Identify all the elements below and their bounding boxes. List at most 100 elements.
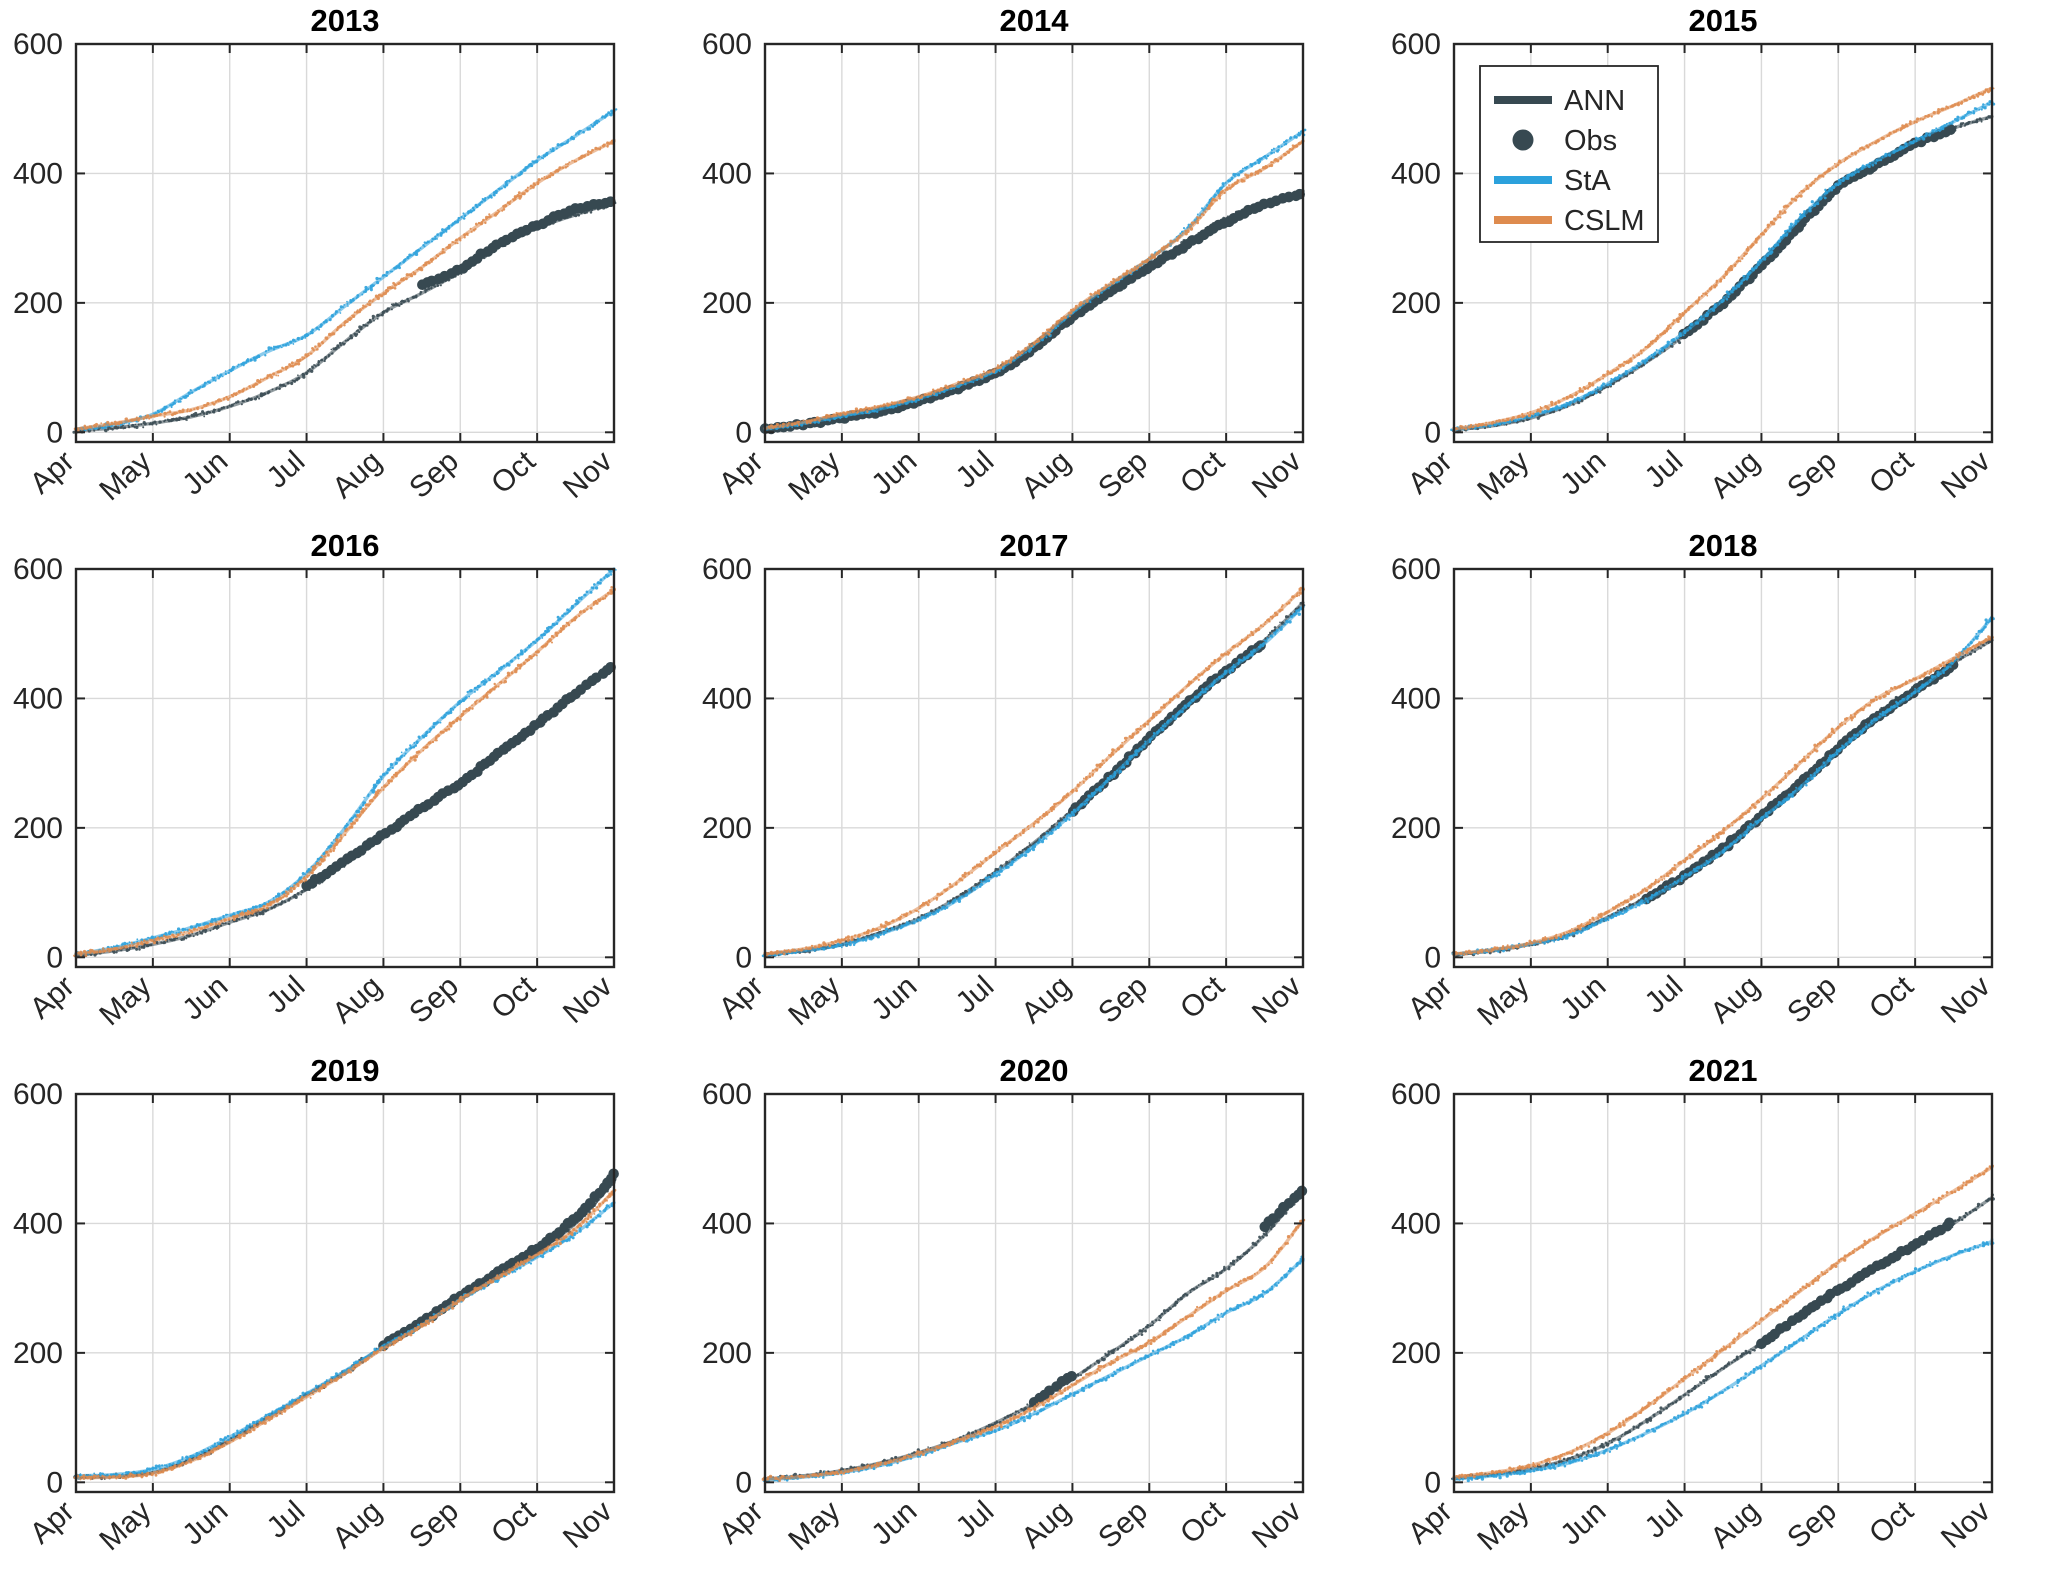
y-tick-label: 0 [46, 416, 63, 449]
x-tick-label: May [1471, 970, 1535, 1032]
gridlines [76, 44, 614, 442]
y-tick-label: 600 [1391, 553, 1441, 586]
subplot-title: 2013 [311, 3, 380, 38]
x-tick-label: Apr [24, 970, 81, 1026]
x-tick-label: Aug [1704, 445, 1766, 505]
subplot-2020-plot: 0 200 400 600 Apr May Jun Jul Aug Sep Oct Nov 2020 [702, 1053, 1308, 1557]
x-tick-label: Nov [557, 970, 619, 1030]
x-tick-label: Apr [1402, 445, 1459, 501]
series-group [1450, 1164, 1995, 1483]
y-tick-labels: 0 200 400 600 [13, 553, 63, 974]
series-cslm [73, 585, 616, 957]
series-ann [1450, 1193, 1995, 1481]
gridlines [1454, 1094, 1992, 1492]
x-tick-label: Aug [1015, 1495, 1077, 1555]
x-tick-label: Aug [326, 970, 388, 1030]
x-tick-label: Aug [326, 1495, 388, 1555]
y-tick-label: 400 [702, 157, 752, 190]
x-tick-label: Jun [176, 1495, 234, 1552]
series-obs [1028, 1185, 1308, 1408]
x-tick-label: Jun [1554, 970, 1612, 1027]
series-obs [378, 1168, 619, 1351]
subplot-2016: 0 200 400 600 Apr May Jun Jul Aug Sep Oct Nov 2016 [0, 525, 689, 1050]
axes-box [74, 1092, 616, 1494]
x-tick-label: Sep [403, 1495, 465, 1555]
y-tick-label: 600 [1391, 28, 1441, 61]
x-tick-label: Apr [713, 445, 770, 501]
x-tick-label: Jul [950, 970, 1001, 1020]
x-tick-label: Nov [557, 445, 619, 505]
series-obs [1678, 124, 1956, 340]
series-group [759, 128, 1307, 435]
legend-swatch-obs [1512, 129, 1534, 151]
x-tick-label: May [93, 970, 157, 1032]
axes-box [763, 42, 1305, 444]
y-tick-labels: 0 200 400 600 [702, 553, 752, 974]
x-tick-label: Apr [1402, 1495, 1459, 1551]
x-tick-labels: Apr May Jun Jul Aug Sep Oct Nov [1402, 444, 1997, 507]
gridlines [1454, 569, 1992, 967]
subplot-title: 2014 [1000, 3, 1070, 38]
x-tick-label: Apr [24, 445, 81, 501]
x-tick-label: May [93, 1495, 157, 1557]
x-tick-labels: Apr May Jun Jul Aug Sep Oct Nov [1402, 969, 1997, 1032]
x-tick-labels: Apr May Jun Jul Aug Sep Oct Nov [1402, 1494, 1997, 1557]
x-tick-label: Jul [261, 970, 312, 1020]
subplot-2014: 0 200 400 600 Apr May Jun Jul Aug Sep Oct Nov 2014 [689, 0, 1378, 525]
x-tick-label: Nov [1246, 1495, 1308, 1555]
x-tick-label: May [782, 970, 846, 1032]
series-obs [759, 188, 1305, 435]
axes-box [74, 567, 616, 969]
x-tick-label: Jun [865, 445, 923, 502]
y-tick-label: 0 [1424, 941, 1441, 974]
y-tick-label: 200 [13, 812, 63, 845]
gridlines [76, 1094, 614, 1492]
y-tick-label: 600 [13, 28, 63, 61]
y-tick-label: 200 [702, 812, 752, 845]
subplot-2016-plot: 0 200 400 600 Apr May Jun Jul Aug Sep Oct Nov 2016 [13, 528, 619, 1032]
x-tick-label: Aug [1704, 1495, 1766, 1555]
subplot-2021-plot: 0 200 400 600 Apr May Jun Jul Aug Sep Oct Nov 2021 [1391, 1053, 1997, 1557]
y-tick-label: 200 [13, 287, 63, 320]
subplot-2019-plot: 0 200 400 600 Apr May Jun Jul Aug Sep Oct Nov 2019 [13, 1053, 619, 1557]
series-obs [301, 662, 616, 891]
y-tick-labels: 0 200 400 600 [1391, 1078, 1441, 1499]
y-tick-labels: 0 200 400 600 [702, 28, 752, 449]
y-tick-label: 200 [702, 1337, 752, 1370]
x-tick-label: Oct [1174, 444, 1231, 500]
subplot-title: 2015 [1689, 3, 1758, 38]
subplot-2020: 0 200 400 600 Apr May Jun Jul Aug Sep Oct Nov 2020 [689, 1050, 1378, 1575]
y-tick-label: 0 [46, 1466, 63, 1499]
x-tick-label: Sep [1092, 970, 1154, 1030]
series-cslm [73, 138, 616, 433]
y-tick-label: 400 [1391, 157, 1441, 190]
subplot-2017: 0 200 400 600 Apr May Jun Jul Aug Sep Oct Nov 2017 [689, 525, 1378, 1050]
x-tick-label: Jun [176, 970, 234, 1027]
series-obs [1756, 1217, 1955, 1350]
subplot-2015: 0 200 400 600 Apr May Jun Jul Aug Sep Oct Nov 2015 AN… [1378, 0, 2067, 525]
subplot-title: 2021 [1689, 1053, 1758, 1088]
x-tick-label: Oct [1174, 969, 1231, 1025]
legend-label-obs: Obs [1564, 125, 1617, 157]
y-tick-label: 400 [13, 157, 63, 190]
x-tick-label: Sep [1781, 445, 1843, 505]
y-tick-labels: 0 200 400 600 [702, 1078, 752, 1499]
y-tick-label: 0 [1424, 1466, 1441, 1499]
series-cslm [763, 586, 1306, 957]
series-cslm [1452, 86, 1995, 431]
series-ann [72, 200, 617, 434]
y-tick-label: 600 [1391, 1078, 1441, 1111]
y-tick-label: 600 [13, 1078, 63, 1111]
subplot-title: 2016 [311, 528, 380, 563]
y-tick-labels: 0 200 400 600 [13, 28, 63, 449]
y-tick-label: 400 [13, 682, 63, 715]
subplot-2017-plot: 0 200 400 600 Apr May Jun Jul Aug Sep Oct Nov 2017 [702, 528, 1308, 1032]
y-tick-label: 600 [702, 28, 752, 61]
x-tick-label: Nov [557, 1495, 619, 1555]
gridlines [76, 569, 614, 967]
y-tick-label: 200 [1391, 1337, 1441, 1370]
x-tick-label: Apr [713, 1495, 770, 1551]
x-tick-label: Aug [1015, 970, 1077, 1030]
x-tick-label: Aug [1015, 445, 1077, 505]
y-tick-label: 400 [1391, 682, 1441, 715]
